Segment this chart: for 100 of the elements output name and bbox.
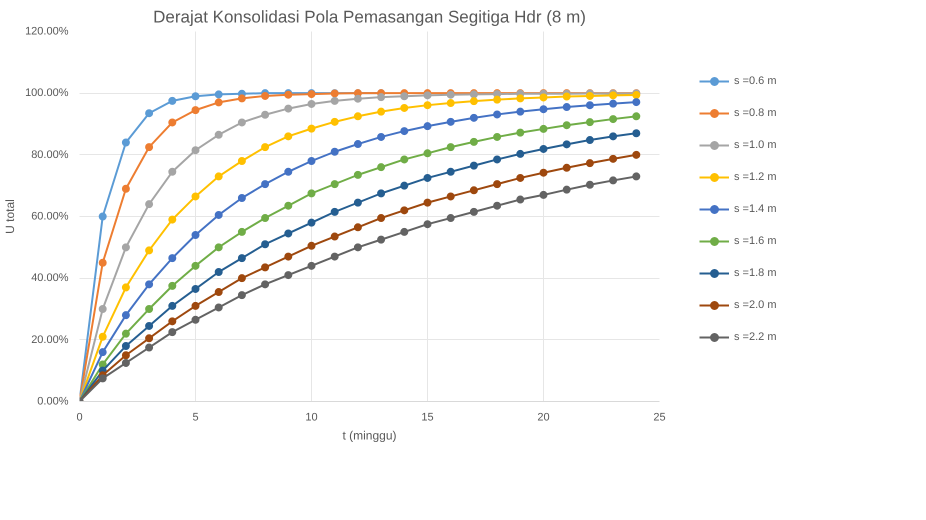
point — [516, 196, 524, 204]
point — [470, 138, 478, 146]
point — [493, 180, 502, 188]
point — [470, 162, 478, 170]
point — [308, 218, 316, 227]
y-tick-label: 40.00% — [31, 272, 69, 284]
point — [632, 172, 640, 180]
point — [400, 206, 408, 214]
point — [192, 146, 200, 154]
point — [98, 348, 107, 356]
point — [192, 106, 200, 114]
legend-label: s =1.2 m — [734, 171, 776, 183]
point — [168, 216, 176, 224]
point — [122, 342, 130, 350]
point — [145, 200, 154, 208]
point — [122, 311, 130, 320]
point — [214, 90, 223, 98]
point — [330, 118, 339, 126]
point — [516, 150, 524, 158]
point — [214, 210, 223, 219]
point — [586, 180, 594, 189]
point — [516, 108, 524, 116]
point — [400, 104, 408, 112]
point — [122, 184, 130, 193]
point — [493, 132, 502, 141]
point — [145, 143, 154, 152]
point — [308, 242, 316, 250]
point — [122, 243, 130, 252]
legend-label: s =2.0 m — [734, 299, 776, 311]
point — [238, 118, 246, 126]
point — [446, 99, 455, 108]
point — [632, 112, 640, 120]
y-tick-label: 120.00% — [25, 26, 69, 38]
point — [122, 358, 130, 367]
legend-label: s =1.6 m — [734, 235, 776, 247]
point — [284, 271, 292, 280]
point — [192, 302, 200, 310]
point — [377, 108, 386, 116]
point — [168, 282, 176, 290]
y-tick-label: 60.00% — [31, 210, 69, 222]
y-tick-label: 80.00% — [31, 148, 69, 161]
legend-label: s =1.4 m — [734, 203, 776, 215]
x-tick-label: 20 — [537, 412, 550, 424]
point — [540, 190, 548, 199]
point — [493, 110, 502, 118]
point — [493, 155, 502, 164]
point — [261, 180, 270, 188]
point — [562, 140, 571, 148]
point — [424, 198, 432, 207]
point — [284, 104, 292, 113]
point — [562, 186, 571, 194]
point — [470, 97, 478, 106]
x-tick-label: 25 — [653, 412, 666, 424]
point — [192, 262, 200, 270]
point — [377, 93, 386, 102]
point — [377, 214, 386, 222]
point — [377, 236, 386, 244]
point — [284, 132, 292, 140]
point — [446, 192, 455, 200]
point — [516, 174, 524, 182]
point — [354, 140, 362, 148]
point — [354, 112, 362, 120]
point — [516, 94, 524, 102]
y-axis-title: U total — [3, 199, 18, 234]
point — [540, 144, 548, 153]
point — [632, 150, 640, 159]
point — [424, 101, 432, 110]
point — [145, 246, 154, 254]
point — [540, 93, 548, 102]
point — [470, 114, 478, 122]
y-tick-label: 0.00% — [37, 396, 69, 408]
point — [424, 174, 432, 182]
point — [354, 170, 362, 179]
x-tick-label: 15 — [421, 412, 434, 424]
point — [330, 96, 339, 105]
point — [562, 121, 571, 130]
point — [238, 274, 246, 282]
point — [284, 202, 292, 210]
point — [493, 202, 502, 210]
point — [609, 176, 618, 184]
point — [214, 243, 223, 252]
point — [446, 168, 455, 176]
point — [284, 229, 292, 238]
point — [98, 258, 107, 267]
point — [470, 186, 478, 194]
point — [168, 317, 176, 326]
x-tick-label: 0 — [76, 412, 83, 424]
point — [192, 231, 200, 239]
point — [261, 280, 270, 288]
point — [354, 198, 362, 207]
point — [145, 322, 154, 330]
chart-title: Derajat Konsolidasi Pola Pemasangan Segitiga Hdr (8 m) — [153, 8, 586, 26]
point — [562, 164, 571, 172]
point — [214, 98, 223, 106]
legend-label: s =0.6 m — [734, 75, 776, 87]
point — [609, 115, 618, 124]
point — [609, 132, 618, 140]
point — [238, 291, 246, 300]
point — [586, 136, 594, 144]
point — [540, 105, 548, 114]
